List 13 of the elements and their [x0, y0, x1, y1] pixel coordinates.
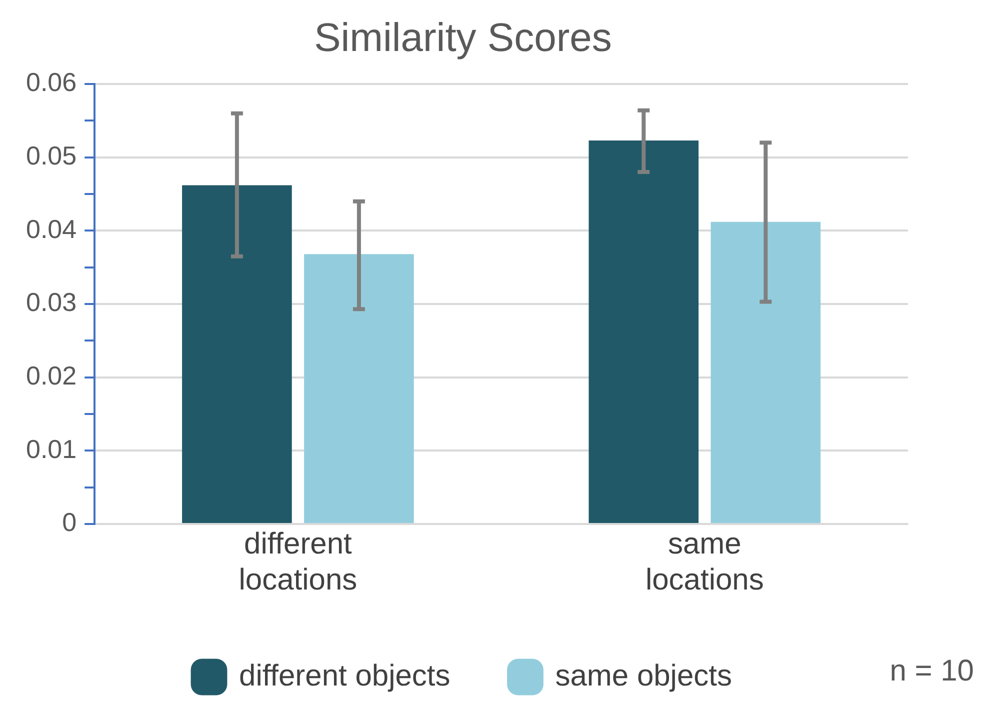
x-tick-label: different locations	[238, 527, 358, 596]
text: n = 10	[890, 654, 974, 688]
legend-label: same objects	[555, 659, 732, 692]
chart-title: Similarity Scores	[314, 16, 612, 60]
y-tick-label: 0.05	[26, 140, 77, 171]
x-tick-label: same locations	[645, 527, 764, 596]
y-tick-label: 0.01	[26, 434, 77, 464]
legend-label: different objects	[239, 659, 450, 692]
y-tick-label: 0.04	[26, 214, 77, 244]
y-tick-label: 0.06	[26, 67, 77, 98]
y-tick-label: 0.03	[26, 287, 77, 318]
y-tick-label: 0.02	[26, 360, 77, 391]
y-tick-label: 0	[62, 507, 77, 538]
